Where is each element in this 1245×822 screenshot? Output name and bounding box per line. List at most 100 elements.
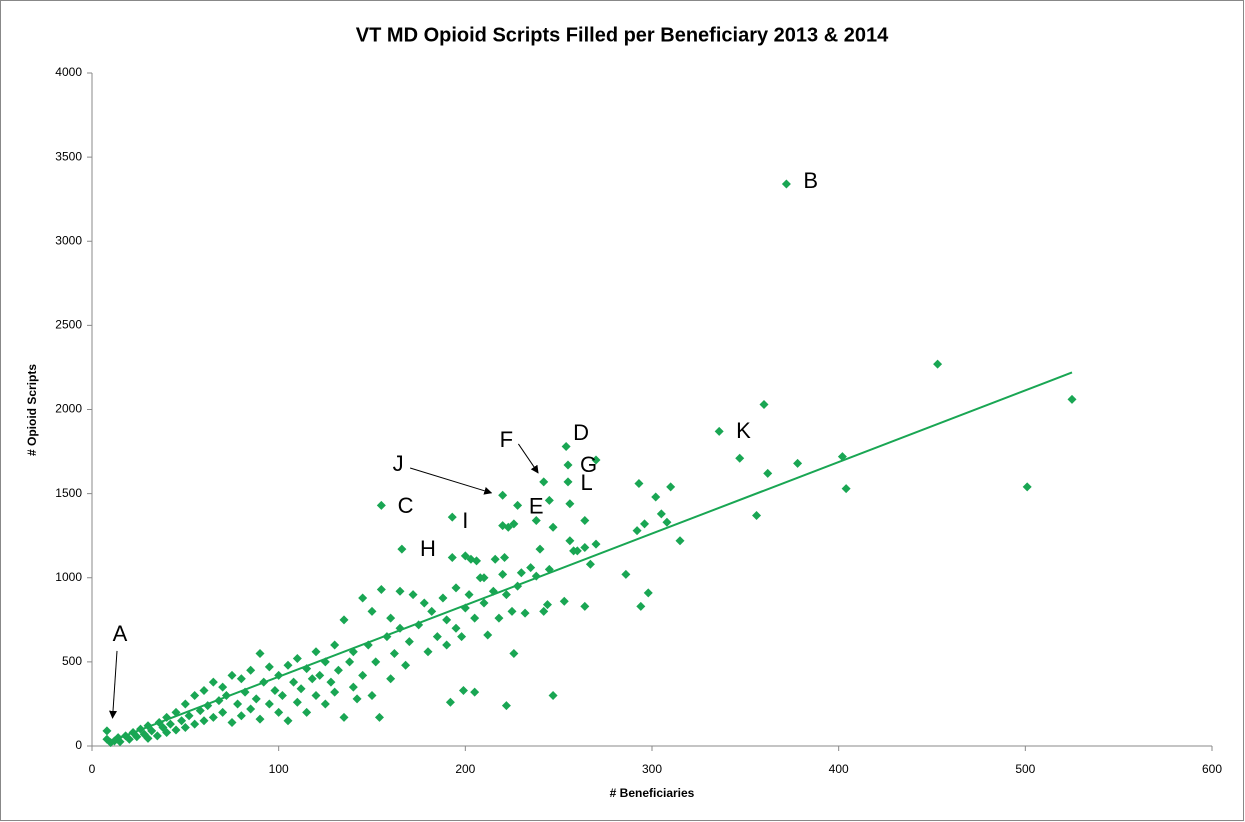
point	[539, 477, 549, 487]
point	[565, 499, 575, 509]
point	[451, 583, 461, 593]
point	[307, 674, 317, 684]
point	[162, 728, 172, 738]
point	[498, 490, 508, 500]
point	[264, 662, 274, 672]
point	[714, 426, 724, 436]
y-tick-label: 2000	[55, 402, 82, 416]
point	[675, 536, 685, 546]
point	[501, 590, 511, 600]
point	[470, 613, 480, 623]
point	[494, 613, 504, 623]
point	[841, 484, 851, 494]
point	[199, 685, 209, 695]
x-tick-label: 200	[455, 762, 475, 776]
point	[470, 687, 480, 697]
point	[218, 682, 228, 692]
point	[419, 598, 429, 608]
point	[270, 685, 280, 695]
point	[367, 606, 377, 616]
annotation: B	[803, 168, 818, 193]
point	[651, 492, 661, 502]
point	[572, 546, 582, 556]
annotation-arrow	[109, 650, 118, 719]
point	[348, 682, 358, 692]
point	[190, 691, 200, 701]
point	[447, 553, 457, 563]
point	[464, 590, 474, 600]
point	[236, 674, 246, 684]
point	[292, 654, 302, 664]
point	[933, 359, 943, 369]
point	[302, 707, 312, 717]
point	[1067, 394, 1077, 404]
point	[246, 704, 256, 714]
point	[535, 544, 545, 554]
x-tick-label: 300	[642, 762, 662, 776]
trendline	[106, 371, 1073, 744]
point	[544, 495, 554, 505]
point	[445, 697, 455, 707]
point	[358, 593, 368, 603]
point	[656, 509, 666, 519]
point	[561, 442, 571, 452]
point	[423, 647, 433, 657]
point	[531, 516, 541, 526]
point	[585, 559, 595, 569]
point	[311, 647, 321, 657]
point	[296, 684, 306, 694]
y-tick-label: 1000	[55, 570, 82, 584]
point	[124, 734, 134, 744]
y-tick-label: 0	[75, 738, 82, 752]
point	[752, 510, 762, 520]
point	[591, 455, 601, 465]
y-tick-label: 500	[62, 654, 82, 668]
point	[442, 640, 452, 650]
point	[326, 677, 336, 687]
y-tick-label: 1500	[55, 486, 82, 500]
point	[563, 477, 573, 487]
point	[621, 569, 631, 579]
point	[507, 606, 517, 616]
point	[520, 608, 530, 618]
annotation: E	[529, 494, 544, 519]
x-tick-label: 0	[89, 762, 96, 776]
point	[292, 697, 302, 707]
point	[472, 556, 482, 566]
point	[483, 630, 493, 640]
point	[634, 479, 644, 489]
point	[793, 458, 803, 468]
point	[539, 606, 549, 616]
point	[401, 660, 411, 670]
point	[781, 179, 791, 189]
point	[227, 670, 237, 680]
point	[315, 670, 325, 680]
annotation: K	[736, 418, 751, 443]
point	[389, 648, 399, 658]
point	[376, 500, 386, 510]
point	[102, 726, 112, 736]
point	[636, 601, 646, 611]
point	[458, 685, 468, 695]
point	[283, 660, 293, 670]
point	[180, 722, 190, 732]
point	[218, 707, 228, 717]
point	[330, 687, 340, 697]
point	[386, 613, 396, 623]
point	[386, 674, 396, 684]
annotation: J	[393, 451, 404, 476]
annotation: H	[420, 536, 436, 561]
point	[451, 623, 461, 633]
point	[447, 512, 457, 522]
x-tick-label: 400	[829, 762, 849, 776]
point	[432, 632, 442, 642]
point	[408, 590, 418, 600]
point	[277, 691, 287, 701]
point	[264, 699, 274, 709]
point	[376, 585, 386, 595]
point	[759, 399, 769, 409]
annotation: C	[398, 493, 414, 518]
point	[333, 665, 343, 675]
annotation: F	[500, 427, 513, 452]
